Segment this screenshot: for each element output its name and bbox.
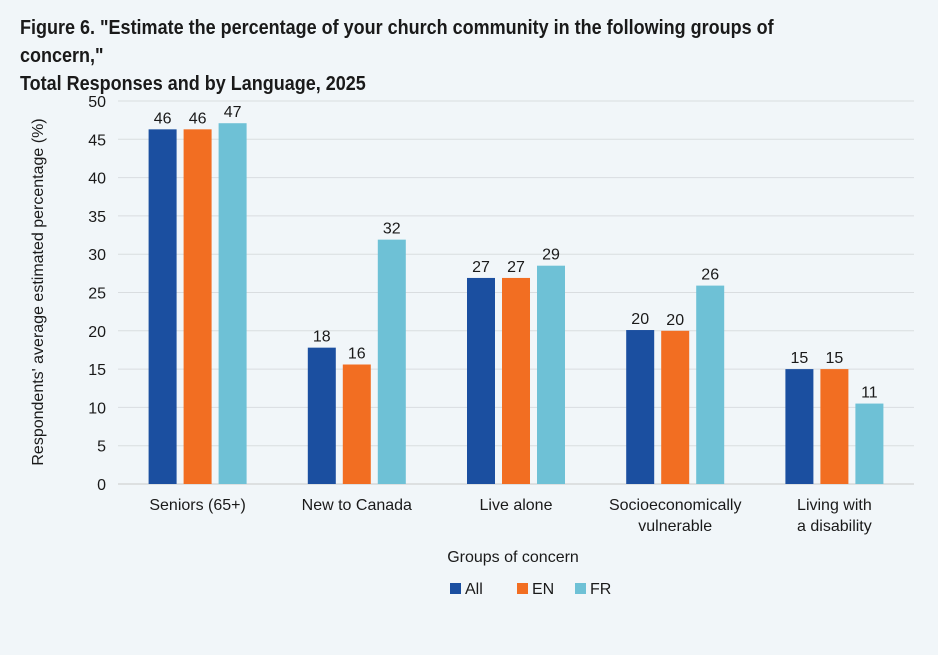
x-tick-label: a disability [797, 518, 872, 535]
data-label: 26 [701, 267, 719, 284]
chart-title-line-2: Total Responses and by Language, 2025 [20, 73, 366, 95]
data-label: 15 [826, 350, 844, 367]
data-label: 46 [189, 110, 207, 127]
y-tick-label: 10 [88, 400, 106, 417]
y-tick-label: 5 [97, 439, 106, 456]
x-tick-label: Live alone [480, 497, 553, 514]
bar-en [661, 330, 690, 484]
data-label: 27 [507, 259, 525, 276]
bar-all [626, 330, 655, 484]
data-label: 47 [224, 104, 242, 121]
data-label: 11 [861, 385, 878, 402]
bar-fr [537, 265, 565, 484]
y-tick-label: 40 [88, 171, 106, 188]
x-tick-label: vulnerable [638, 518, 712, 535]
x-axis-title: Groups of concern [447, 549, 579, 566]
y-tick-label: 0 [97, 477, 106, 494]
data-label: 27 [472, 259, 490, 276]
y-tick-label: 30 [88, 247, 106, 264]
bar-all [785, 369, 814, 484]
legend-label-en: EN [532, 581, 554, 598]
y-tick-label: 45 [88, 132, 106, 149]
bar-all [307, 347, 336, 484]
bar-en [342, 364, 371, 484]
x-tick-label: Socioeconomically [609, 497, 742, 514]
chart-title-line-1: Figure 6. "Estimate the percentage of yo… [20, 17, 774, 67]
bar-en [502, 277, 530, 484]
y-axis-title: Respondents' average estimated percentag… [30, 118, 47, 465]
bar-fr [377, 239, 406, 484]
y-tick-label: 50 [88, 94, 106, 111]
x-tick-label: Seniors (65+) [149, 497, 246, 514]
data-label: 46 [154, 110, 172, 127]
legend-label-fr: FR [590, 581, 611, 598]
bar-en [183, 129, 212, 485]
data-label: 18 [313, 329, 331, 346]
legend-swatch-en [517, 583, 528, 594]
data-label: 16 [348, 346, 366, 363]
legend-swatch-all [450, 583, 461, 594]
bar-fr [855, 403, 884, 484]
legend-swatch-fr [575, 583, 586, 594]
bar-fr [696, 285, 725, 484]
bar-en [820, 369, 849, 484]
bar-fr [218, 123, 247, 485]
y-tick-label: 25 [88, 286, 106, 303]
data-label: 32 [383, 221, 401, 238]
y-tick-label: 15 [88, 362, 106, 379]
x-tick-label: Living with [797, 497, 872, 514]
data-label: 15 [791, 350, 809, 367]
legend-label-all: All [465, 581, 483, 598]
y-tick-label: 35 [88, 209, 106, 226]
data-label: 20 [631, 311, 649, 328]
chart-title: Figure 6. "Estimate the percentage of yo… [20, 14, 830, 98]
y-tick-label: 20 [88, 324, 106, 341]
x-tick-label: New to Canada [302, 497, 412, 514]
data-label: 20 [666, 312, 684, 329]
bar-all [467, 277, 495, 484]
bar-all [148, 129, 177, 485]
data-label: 29 [542, 247, 560, 264]
